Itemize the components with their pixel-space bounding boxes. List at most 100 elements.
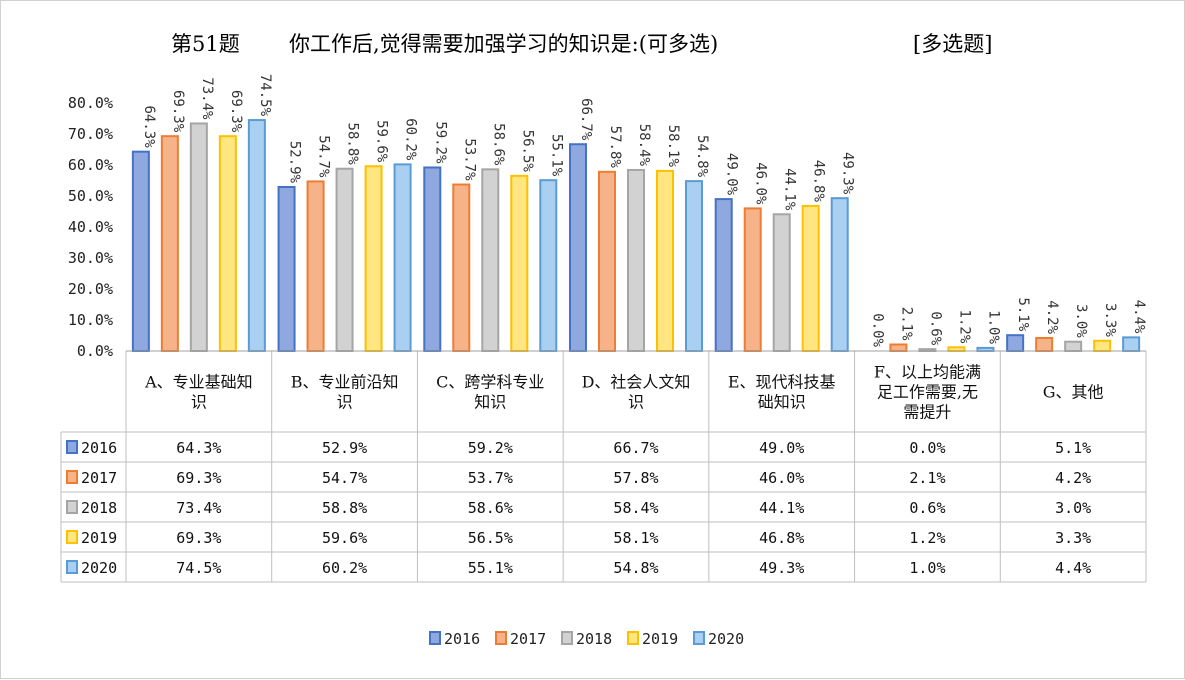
category-label: A、专业基础知 — [144, 373, 253, 392]
category-label: D、社会人文知 — [582, 373, 691, 392]
legend-swatch — [561, 631, 573, 645]
legend-label: 2018 — [576, 630, 612, 648]
y-tick-label: 0.0% — [77, 342, 113, 360]
table-cell: 69.3% — [176, 469, 221, 487]
data-label: 4.2% — [1044, 300, 1060, 334]
data-label: 1.2% — [956, 310, 972, 344]
data-label: 69.3% — [228, 90, 244, 133]
data-label: 56.5% — [519, 130, 535, 173]
table-cell: 49.0% — [759, 439, 804, 457]
y-tick-label: 20.0% — [68, 280, 113, 298]
bar — [801, 204, 820, 352]
bars — [131, 119, 1141, 353]
title-question: 你工作后,觉得需要加强学习的知识是:(可多选) — [289, 32, 718, 56]
table-cell: 1.2% — [909, 529, 945, 547]
table-cell: 54.7% — [322, 469, 367, 487]
legend-swatch — [429, 631, 441, 645]
bar — [569, 143, 587, 352]
table-cell: 2.1% — [909, 469, 945, 487]
table-cell: 64.3% — [176, 439, 221, 457]
table-cell: 56.5% — [468, 529, 513, 547]
bar — [423, 166, 442, 352]
legend: 2016 2017 2018 2019 2020 — [429, 630, 744, 648]
data-label: 49.0% — [724, 153, 740, 196]
bar — [452, 183, 471, 352]
data-label: 58.1% — [665, 125, 681, 168]
table-cell: 60.2% — [322, 559, 367, 577]
legend-label: 2020 — [708, 630, 744, 648]
data-label: 54.7% — [316, 135, 332, 178]
data-label: 52.9% — [287, 141, 303, 184]
data-label: 69.3% — [170, 90, 186, 133]
legend-swatch — [627, 631, 639, 645]
row-legend-key — [66, 560, 78, 574]
table-cell: 57.8% — [613, 469, 658, 487]
table-cell: 49.3% — [759, 559, 804, 577]
table-cell: 73.4% — [176, 499, 221, 517]
y-tick-label: 40.0% — [68, 218, 113, 236]
category-label: 知识 — [474, 393, 506, 412]
table-cell: 0.6% — [909, 499, 945, 517]
data-label: 66.7% — [578, 98, 594, 141]
data-label: 46.8% — [811, 160, 827, 203]
data-label: 54.8% — [694, 135, 710, 178]
data-label: 46.0% — [753, 162, 769, 205]
bar — [685, 180, 703, 352]
bar — [714, 198, 733, 352]
bar — [1122, 336, 1141, 352]
category-label: 足工作需要,无 — [877, 383, 978, 402]
table-cell: 3.0% — [1055, 499, 1091, 517]
title-number: 第51题 — [171, 32, 240, 56]
data-label: 60.2% — [403, 118, 419, 161]
data-label: 5.1% — [1015, 297, 1031, 331]
bar — [335, 167, 354, 352]
data-label: 1.0% — [985, 310, 1001, 344]
table-cell: 66.7% — [613, 439, 658, 457]
legend-swatch — [495, 631, 507, 645]
bar — [306, 180, 325, 352]
category-label: 识 — [337, 393, 353, 412]
data-label: 59.6% — [374, 120, 390, 163]
table-cell: 52.9% — [322, 439, 367, 457]
bar — [772, 213, 791, 352]
bar — [1093, 339, 1112, 352]
row-legend-key — [66, 500, 78, 514]
table-cell: 58.4% — [613, 499, 658, 517]
table-cell: 59.2% — [468, 439, 513, 457]
bar — [510, 174, 529, 352]
data-label: 3.3% — [1102, 303, 1118, 337]
legend-swatch — [693, 631, 705, 645]
table-cell: 58.1% — [613, 529, 658, 547]
bar — [1064, 340, 1083, 353]
table-cell: 53.7% — [468, 469, 513, 487]
category-label: E、现代科技基 — [728, 373, 836, 392]
category-label: B、专业前沿知 — [291, 373, 399, 392]
category-label: C、跨学科专业 — [436, 373, 544, 392]
data-label: 58.4% — [636, 124, 652, 167]
bar — [743, 207, 762, 352]
bar — [1035, 336, 1054, 353]
y-axis: 0.0% 10.0% 20.0% 30.0% 40.0% 50.0% 60.0% 70.0% 8… — [68, 94, 113, 360]
data-label: 3.0% — [1073, 304, 1089, 338]
bar — [539, 179, 558, 352]
category-label: 础知识 — [758, 393, 806, 412]
bar — [830, 197, 849, 352]
table-cell: 3.3% — [1055, 529, 1091, 547]
data-label: 55.1% — [548, 134, 564, 177]
table-cell: 55.1% — [468, 559, 513, 577]
table-cell: 1.0% — [909, 559, 945, 577]
bar — [598, 170, 616, 352]
data-label: 58.8% — [345, 123, 361, 166]
legend-label: 2019 — [642, 630, 678, 648]
category-label: F、以上均能满 — [874, 363, 981, 382]
y-tick-label: 50.0% — [68, 187, 113, 205]
category-label: 识 — [628, 393, 644, 412]
table-cell: 74.5% — [176, 559, 221, 577]
row-series-label: 2018 — [81, 499, 117, 517]
data-label: 49.3% — [840, 152, 856, 195]
data-label: 0.0% — [869, 313, 885, 347]
y-tick-label: 60.0% — [68, 156, 113, 174]
table-cell: 0.0% — [909, 439, 945, 457]
